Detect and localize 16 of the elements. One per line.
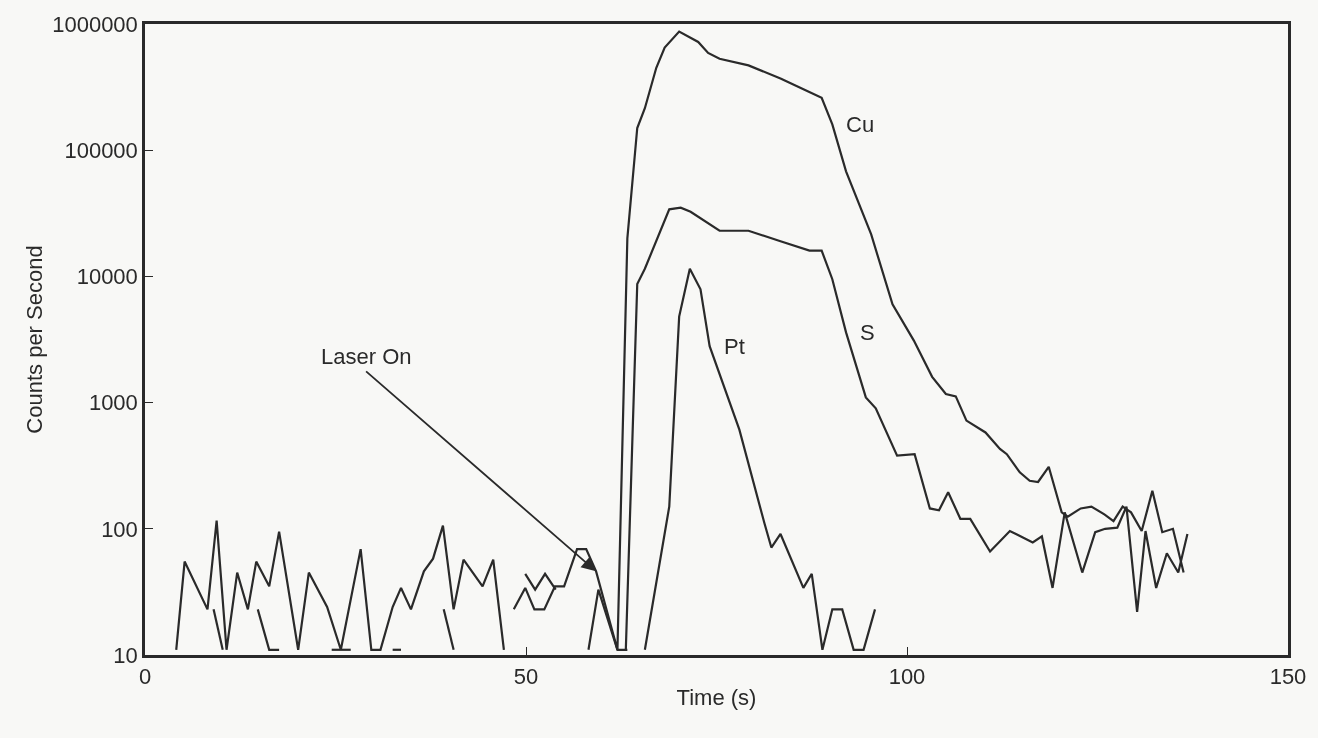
series-label: S xyxy=(860,320,875,345)
annotation: Laser On xyxy=(321,344,412,369)
series-label: Pt xyxy=(724,334,745,359)
y-tick-label: 100000 xyxy=(64,137,138,163)
y-tick-label: 1000 xyxy=(88,390,138,416)
series-label: Cu xyxy=(846,112,875,137)
y-tick-label: 1000000 xyxy=(52,11,138,37)
y-tick-label: 10 xyxy=(113,642,138,668)
y-tick-label: 100 xyxy=(101,516,138,542)
x-tick-label: 100 xyxy=(888,664,926,690)
x-tick-label: 50 xyxy=(513,664,539,690)
x-tick-label: 150 xyxy=(1269,664,1307,690)
x-tick-label: 0 xyxy=(138,664,152,690)
y-tick-label: 10000 xyxy=(76,264,138,290)
y-axis-title: Counts per Second xyxy=(21,245,47,434)
x-axis-title: Time (s) xyxy=(676,685,757,711)
